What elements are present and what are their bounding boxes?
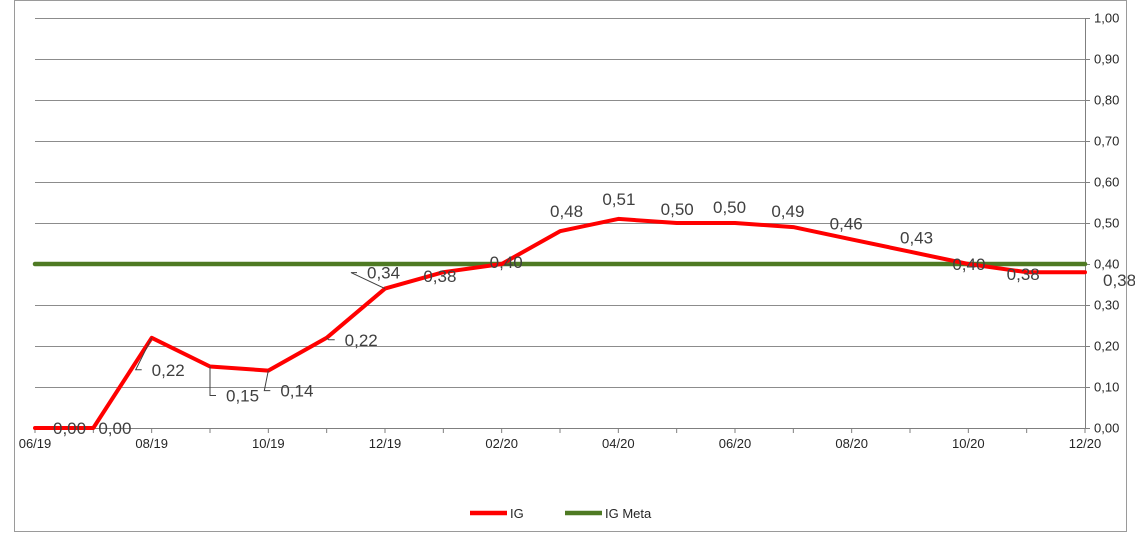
x-axis-tick-labels: 06/19 08/19 10/19 12/19 02/20 04/20 06/20 08/20…	[19, 436, 1102, 451]
data-label: 0,50	[713, 198, 746, 217]
x-tick-label: 02/20	[485, 436, 518, 451]
data-label: 0,38	[1007, 265, 1040, 284]
x-tick-label: 08/20	[835, 436, 868, 451]
x-tick-label: 12/19	[369, 436, 402, 451]
x-tick-label: 06/20	[719, 436, 752, 451]
data-label: 0,14	[280, 382, 313, 401]
data-label: 0,40	[952, 255, 985, 274]
data-labels: 0,00 0,000,220,15 0,140,220,34 0,380,400,48…	[53, 190, 1135, 438]
y-tick-label: 0,60	[1094, 175, 1119, 190]
legend-item-ig: IG	[470, 506, 524, 521]
legend-label: IG Meta	[605, 506, 652, 521]
y-tick-label: 0,70	[1094, 134, 1119, 149]
y-tick-label: 0,90	[1094, 52, 1119, 67]
y-axis-tick-labels: 0,00 0,10 0,20 0,30 0,40 0,50 0,60 0,70 0,80 0,90…	[1094, 11, 1119, 436]
data-label: 0,38	[1103, 271, 1135, 290]
legend: IG IG Meta	[470, 506, 652, 521]
data-label-leader	[350, 272, 386, 290]
data-label: 0,34	[367, 264, 400, 283]
y-tick-label: 0,00	[1094, 421, 1119, 436]
x-tick-label: 10/19	[252, 436, 285, 451]
data-label-leader	[209, 366, 216, 396]
data-label: 0,43	[900, 229, 933, 248]
axes	[34, 18, 1090, 433]
legend-item-ig-meta: IG Meta	[565, 506, 652, 521]
series-lines	[32, 216, 1088, 430]
data-label: 0,48	[550, 202, 583, 221]
data-label: 0,50	[661, 200, 694, 219]
y-tick-label: 0,40	[1094, 257, 1119, 272]
y-tick-label: 0,80	[1094, 93, 1119, 108]
data-label: 0,49	[771, 202, 804, 221]
data-label-leader	[263, 370, 271, 392]
x-tick-label: 04/20	[602, 436, 635, 451]
data-label: 0,00	[53, 419, 86, 438]
x-tick-label: 06/19	[19, 436, 52, 451]
data-label: 0,38	[423, 267, 456, 286]
x-tick-label: 12/20	[1069, 436, 1102, 451]
series-line-ig	[33, 216, 1087, 430]
chart-frame	[14, 0, 1127, 532]
data-label: 0,22	[152, 361, 185, 380]
data-label: 0,46	[830, 214, 863, 233]
data-label-leader	[326, 337, 335, 341]
data-label: 0,00	[98, 419, 131, 438]
y-tick-label: 0,50	[1094, 216, 1119, 231]
y-tick-label: 0,30	[1094, 298, 1119, 313]
y-tick-label: 1,00	[1094, 11, 1119, 26]
y-tick-label: 0,20	[1094, 339, 1119, 354]
data-label: 0,15	[226, 387, 259, 406]
legend-label: IG	[510, 506, 524, 521]
x-tick-label: 10/20	[952, 436, 985, 451]
data-label-leader	[134, 337, 153, 371]
data-label: 0,40	[490, 253, 523, 272]
data-label: 0,22	[345, 331, 378, 350]
x-tick-label: 08/19	[135, 436, 168, 451]
data-label: 0,51	[602, 190, 635, 209]
y-tick-label: 0,10	[1094, 380, 1119, 395]
